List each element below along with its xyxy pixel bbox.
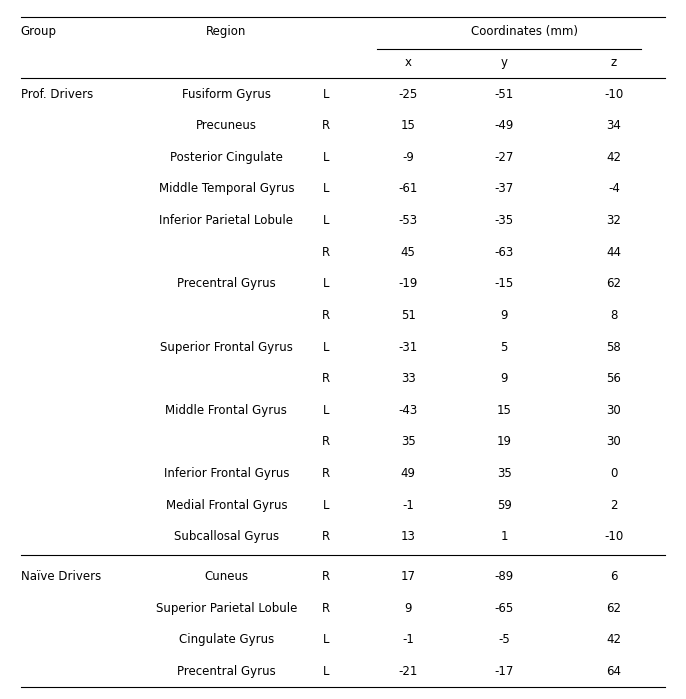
Text: 49: 49 — [401, 467, 416, 480]
Text: -25: -25 — [399, 87, 418, 101]
Text: 9: 9 — [501, 372, 508, 385]
Text: -1: -1 — [402, 498, 414, 512]
Text: Superior Frontal Gyrus: Superior Frontal Gyrus — [160, 340, 293, 354]
Text: 30: 30 — [606, 435, 622, 448]
Text: 59: 59 — [497, 498, 512, 512]
Text: L: L — [322, 278, 329, 290]
Text: L: L — [322, 182, 329, 196]
Text: -37: -37 — [495, 182, 514, 196]
Text: L: L — [322, 404, 329, 417]
Text: 51: 51 — [401, 309, 416, 322]
Text: R: R — [322, 435, 330, 448]
Text: -53: -53 — [399, 214, 418, 227]
Text: -51: -51 — [495, 87, 514, 101]
Text: -15: -15 — [495, 278, 514, 290]
Text: L: L — [322, 151, 329, 164]
Text: -49: -49 — [495, 120, 514, 132]
Text: 5: 5 — [501, 340, 508, 354]
Text: L: L — [322, 665, 329, 678]
Text: 58: 58 — [606, 340, 622, 354]
Text: -4: -4 — [608, 182, 620, 196]
Text: 19: 19 — [497, 435, 512, 448]
Text: Prof. Drivers: Prof. Drivers — [21, 87, 93, 101]
Text: 35: 35 — [401, 435, 416, 448]
Text: Superior Parietal Lobule: Superior Parietal Lobule — [156, 602, 297, 615]
Text: L: L — [322, 214, 329, 227]
Text: 56: 56 — [606, 372, 622, 385]
Text: Naïve Drivers: Naïve Drivers — [21, 570, 101, 583]
Text: Coordinates (mm): Coordinates (mm) — [471, 25, 578, 38]
Text: -10: -10 — [604, 531, 624, 543]
Text: 42: 42 — [606, 151, 622, 164]
Text: 62: 62 — [606, 602, 622, 615]
Text: Middle Temporal Gyrus: Middle Temporal Gyrus — [158, 182, 294, 196]
Text: R: R — [322, 570, 330, 583]
Text: 13: 13 — [401, 531, 416, 543]
Text: Inferior Parietal Lobule: Inferior Parietal Lobule — [159, 214, 294, 227]
Text: Posterior Cingulate: Posterior Cingulate — [170, 151, 283, 164]
Text: R: R — [322, 245, 330, 259]
Text: Region: Region — [206, 25, 246, 38]
Text: R: R — [322, 120, 330, 132]
Text: R: R — [322, 309, 330, 322]
Text: -35: -35 — [495, 214, 514, 227]
Text: 32: 32 — [606, 214, 622, 227]
Text: Cingulate Gyrus: Cingulate Gyrus — [179, 633, 274, 647]
Text: -65: -65 — [495, 602, 514, 615]
Text: -89: -89 — [495, 570, 514, 583]
Text: Group: Group — [21, 25, 56, 38]
Text: -9: -9 — [402, 151, 414, 164]
Text: 1: 1 — [501, 531, 508, 543]
Text: R: R — [322, 531, 330, 543]
Text: Precuneus: Precuneus — [196, 120, 257, 132]
Text: R: R — [322, 467, 330, 480]
Text: -43: -43 — [399, 404, 418, 417]
Text: Fusiform Gyrus: Fusiform Gyrus — [182, 87, 271, 101]
Text: Precentral Gyrus: Precentral Gyrus — [177, 278, 276, 290]
Text: 33: 33 — [401, 372, 416, 385]
Text: Cuneus: Cuneus — [204, 570, 248, 583]
Text: R: R — [322, 602, 330, 615]
Text: L: L — [322, 340, 329, 354]
Text: 8: 8 — [611, 309, 617, 322]
Text: 9: 9 — [405, 602, 412, 615]
Text: z: z — [611, 57, 617, 69]
Text: -5: -5 — [498, 633, 510, 647]
Text: 35: 35 — [497, 467, 512, 480]
Text: -27: -27 — [495, 151, 514, 164]
Text: 64: 64 — [606, 665, 622, 678]
Text: 30: 30 — [606, 404, 622, 417]
Text: -1: -1 — [402, 633, 414, 647]
Text: 9: 9 — [501, 309, 508, 322]
Text: -31: -31 — [399, 340, 418, 354]
Text: 0: 0 — [611, 467, 617, 480]
Text: 15: 15 — [401, 120, 416, 132]
Text: -61: -61 — [399, 182, 418, 196]
Text: L: L — [322, 87, 329, 101]
Text: Medial Frontal Gyrus: Medial Frontal Gyrus — [165, 498, 287, 512]
Text: 45: 45 — [401, 245, 416, 259]
Text: 62: 62 — [606, 278, 622, 290]
Text: 2: 2 — [611, 498, 617, 512]
Text: 15: 15 — [497, 404, 512, 417]
Text: 44: 44 — [606, 245, 622, 259]
Text: Subcallosal Gyrus: Subcallosal Gyrus — [174, 531, 279, 543]
Text: Precentral Gyrus: Precentral Gyrus — [177, 665, 276, 678]
Text: -21: -21 — [399, 665, 418, 678]
Text: Middle Frontal Gyrus: Middle Frontal Gyrus — [165, 404, 287, 417]
Text: -63: -63 — [495, 245, 514, 259]
Text: Inferior Frontal Gyrus: Inferior Frontal Gyrus — [164, 467, 289, 480]
Text: 42: 42 — [606, 633, 622, 647]
Text: -17: -17 — [495, 665, 514, 678]
Text: -10: -10 — [604, 87, 624, 101]
Text: x: x — [405, 57, 412, 69]
Text: 34: 34 — [606, 120, 622, 132]
Text: 6: 6 — [611, 570, 617, 583]
Text: 17: 17 — [401, 570, 416, 583]
Text: L: L — [322, 498, 329, 512]
Text: R: R — [322, 372, 330, 385]
Text: L: L — [322, 633, 329, 647]
Text: -19: -19 — [399, 278, 418, 290]
Text: y: y — [501, 57, 508, 69]
